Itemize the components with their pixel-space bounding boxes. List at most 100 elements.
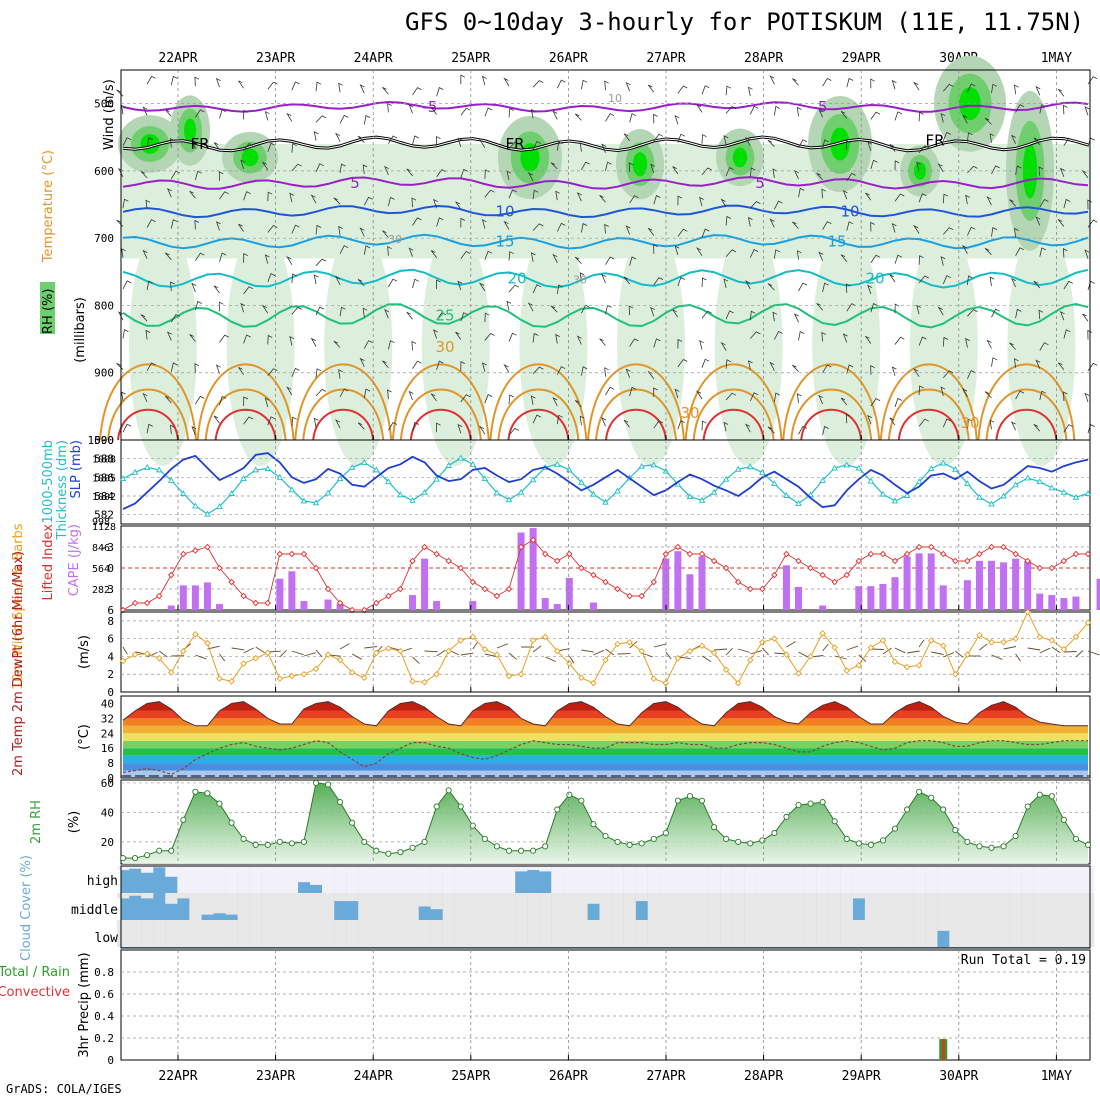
cape-tick-label: 846 bbox=[92, 543, 110, 554]
wind10m-barb bbox=[122, 646, 128, 655]
rh2m-marker bbox=[566, 791, 573, 798]
wind-barb bbox=[436, 169, 446, 178]
wind-barb bbox=[647, 227, 655, 236]
cloud-clear-bar bbox=[852, 893, 866, 899]
cape-label: CAPE (J/kg) bbox=[67, 524, 82, 596]
wind-barb bbox=[1087, 424, 1095, 434]
wind-barb bbox=[942, 227, 954, 235]
wind-barb bbox=[653, 113, 658, 124]
li-marker bbox=[722, 564, 730, 572]
contour-label: 30 bbox=[388, 233, 402, 246]
cloud-clear-bar bbox=[611, 893, 624, 920]
cloud-clear-bar bbox=[671, 893, 685, 920]
cloud-clear-bar bbox=[792, 893, 805, 920]
wind-barb bbox=[408, 390, 414, 401]
li-marker bbox=[493, 592, 501, 600]
wind10m-marker bbox=[1036, 633, 1043, 641]
rh-lobe bbox=[324, 225, 393, 466]
slp-marker bbox=[746, 463, 754, 470]
wind-barb bbox=[605, 256, 615, 265]
rh2m-marker bbox=[916, 788, 923, 795]
wind10m-barb bbox=[532, 645, 542, 653]
wind-barb bbox=[1057, 362, 1065, 370]
cloud-clear-bar bbox=[382, 920, 395, 947]
wind-barb bbox=[605, 386, 615, 396]
wind10m-marker bbox=[397, 647, 404, 655]
wind-barb bbox=[146, 423, 153, 434]
hot-contour bbox=[897, 408, 960, 441]
slp-marker bbox=[228, 490, 235, 496]
contour-label: 15 bbox=[495, 233, 514, 251]
cloud-clear-bar bbox=[1082, 893, 1095, 920]
cloud-clear-bar bbox=[647, 893, 660, 920]
slp-marker bbox=[143, 463, 151, 470]
wind-barb bbox=[769, 75, 775, 85]
cloud-clear-bar bbox=[213, 893, 226, 914]
wind-barb bbox=[215, 221, 221, 231]
wind-barb bbox=[219, 191, 229, 200]
wind-barb bbox=[315, 388, 327, 397]
warm-contour bbox=[782, 363, 881, 441]
rh2m-marker bbox=[397, 849, 404, 856]
wind-barb bbox=[1015, 247, 1025, 256]
wind-barb bbox=[769, 361, 775, 371]
slp-marker bbox=[421, 488, 428, 495]
wind-barb bbox=[677, 338, 683, 349]
wind-barb bbox=[460, 74, 466, 85]
cloud-clear-bar bbox=[780, 866, 793, 893]
slp-marker bbox=[927, 465, 935, 472]
wind-barb bbox=[677, 420, 685, 430]
wind-barb bbox=[796, 250, 802, 260]
wind-barb bbox=[1039, 247, 1046, 257]
warm-contour bbox=[302, 388, 385, 441]
wind-barb bbox=[1062, 104, 1068, 115]
cloud-clear-bar bbox=[1057, 893, 1071, 920]
wind-barb bbox=[601, 273, 607, 284]
wind10m-barb bbox=[593, 649, 604, 656]
wind-barb bbox=[576, 192, 582, 202]
rh2m-marker bbox=[518, 847, 525, 854]
slp-marker bbox=[312, 499, 320, 506]
cloud-clear-bar bbox=[901, 893, 914, 920]
wind-barb bbox=[891, 366, 897, 376]
cloud-clear-bar bbox=[683, 920, 697, 947]
li-marker bbox=[264, 599, 271, 607]
li-marker bbox=[168, 571, 175, 579]
wind-barb bbox=[725, 359, 732, 369]
wind-barb bbox=[387, 389, 392, 400]
cloud-clear-bar bbox=[370, 920, 383, 947]
wind-barb bbox=[532, 223, 544, 231]
wind-tick-label: 6 bbox=[107, 633, 114, 646]
cape-bar bbox=[336, 604, 344, 610]
cloud-clear-bar bbox=[889, 920, 902, 947]
li-marker bbox=[602, 578, 609, 586]
cloud-clear-bar bbox=[273, 920, 287, 947]
slp-marker bbox=[710, 488, 718, 495]
cloud-clear-bar bbox=[310, 920, 323, 947]
wind-barb bbox=[555, 333, 560, 344]
wind-barb bbox=[556, 79, 566, 89]
wind-barb bbox=[388, 278, 398, 288]
slp-marker bbox=[915, 478, 923, 485]
wind-barb bbox=[845, 413, 851, 424]
wind-barb bbox=[357, 422, 365, 430]
wind-barb bbox=[382, 87, 389, 95]
cloud-clear-bar bbox=[442, 866, 455, 893]
wind-barb bbox=[601, 143, 607, 153]
slp-marker bbox=[879, 490, 887, 497]
wind-barb bbox=[647, 84, 655, 93]
cloud-clear-bar bbox=[490, 893, 504, 920]
wind10m-marker bbox=[940, 642, 947, 650]
cape-bar bbox=[686, 574, 694, 610]
cloud-clear-bar bbox=[732, 893, 745, 920]
wind10m-marker bbox=[348, 669, 356, 676]
li-marker bbox=[638, 592, 645, 600]
wind-barb bbox=[767, 426, 775, 434]
wind-barb bbox=[1038, 309, 1044, 320]
wind-tick-label: 0 bbox=[107, 686, 114, 699]
cloud-clear-bar bbox=[840, 893, 853, 920]
cloud-clear-bar bbox=[418, 920, 431, 947]
wind-barb bbox=[798, 282, 808, 292]
wind-barb bbox=[653, 338, 661, 348]
wind-barb bbox=[362, 307, 368, 318]
